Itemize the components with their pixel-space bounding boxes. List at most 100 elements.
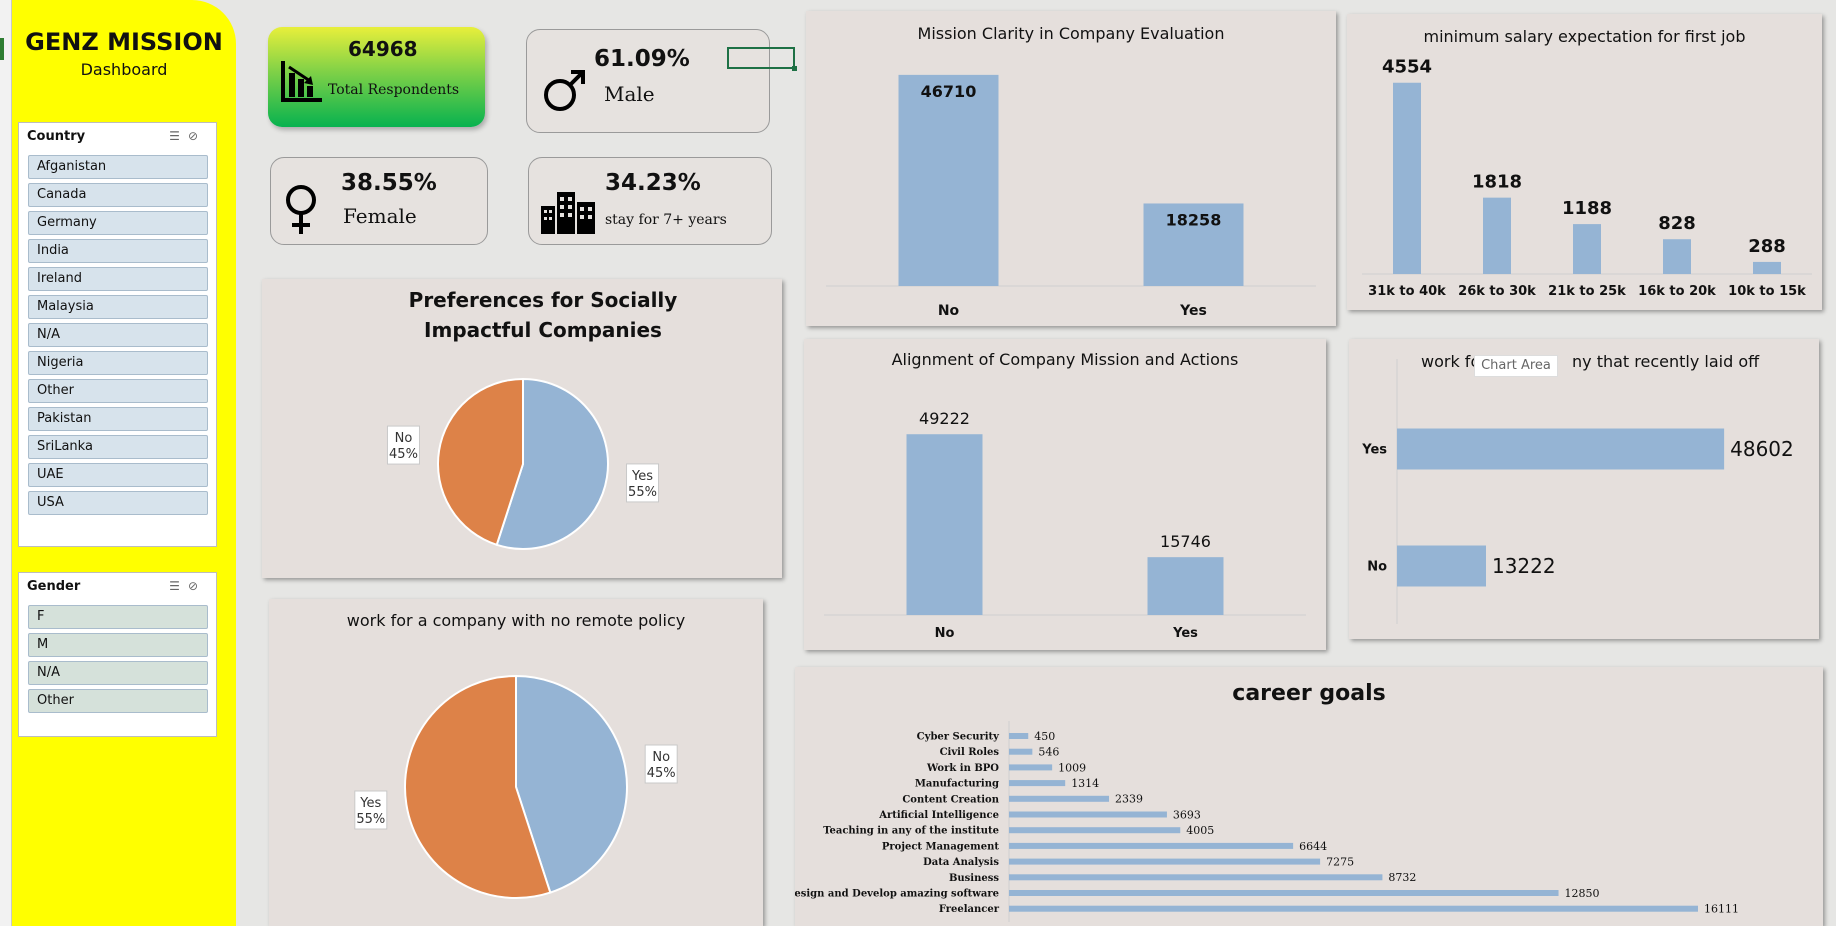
bar <box>1009 858 1321 865</box>
chart-remote-title: work for a company with no remote policy <box>346 611 686 630</box>
bar <box>898 74 999 286</box>
kpi-female-value: 38.55% <box>341 170 437 196</box>
country-slicer-header: Country <box>27 129 86 144</box>
brand-title: GENZ MISSION <box>25 28 223 56</box>
country-slicer-item[interactable]: UAE <box>28 463 208 487</box>
category-label: Artificial Intelligence <box>878 810 999 821</box>
chart-layoff-title-right: ny that recently laid off <box>1572 352 1760 371</box>
bar <box>1009 827 1181 834</box>
chart-mission-clarity-title: Mission Clarity in Company Evaluation <box>917 24 1225 43</box>
data-label: 450 <box>1034 730 1055 743</box>
chart-salary-expectation[interactable]: minimum salary expectation for first job… <box>1347 14 1822 310</box>
data-label: 8732 <box>1388 871 1416 884</box>
kpi-respondents-value: 64968 <box>348 37 418 61</box>
country-slicer-item[interactable]: Malaysia <box>28 295 208 319</box>
buildings-icon <box>541 192 595 234</box>
pie-label-value: 55% <box>628 485 657 500</box>
country-slicer-item[interactable]: Nigeria <box>28 351 208 375</box>
chart-remote-policy[interactable]: work for a company with no remote policy… <box>269 599 763 926</box>
pie-label-box <box>644 744 678 784</box>
sheet-left-edge <box>0 0 12 926</box>
data-label: 49222 <box>919 409 970 428</box>
pie-slice <box>404 674 552 899</box>
bar <box>1143 203 1244 286</box>
clear-filter-icon[interactable]: ⊘ <box>187 129 206 143</box>
bar <box>1009 780 1066 787</box>
slicer-controls[interactable]: ☰⊘ <box>169 129 206 143</box>
multi-select-icon[interactable]: ☰ <box>169 579 188 593</box>
sheet-row-marker <box>0 38 4 60</box>
bar <box>1573 224 1601 274</box>
category-label: No <box>938 303 960 319</box>
brand-subtitle: Dashboard <box>80 60 168 79</box>
category-label: Content Creation <box>902 794 999 805</box>
bar <box>1009 764 1053 771</box>
chart-alignment-title: Alignment of Company Mission and Actions <box>891 350 1239 369</box>
multi-select-icon[interactable]: ☰ <box>169 129 188 143</box>
category-label: Data Analysis <box>923 857 999 868</box>
chart-mission-clarity[interactable]: Mission Clarity in Company Evaluation 46… <box>806 11 1336 326</box>
category-label: Work in BPO <box>926 763 999 774</box>
clear-filter-icon[interactable]: ⊘ <box>187 579 206 593</box>
category-label: 16k to 20k <box>1638 284 1716 299</box>
category-label: 26k to 30k <box>1458 284 1536 299</box>
chart-area-tooltip: Chart Area <box>1474 355 1558 377</box>
bar <box>1009 748 1033 755</box>
bar <box>1663 239 1691 274</box>
category-label: Civil Roles <box>940 747 1000 758</box>
category-label: Business <box>949 873 999 884</box>
pie-label-name: Yes <box>631 469 653 484</box>
data-label: 1818 <box>1472 172 1522 193</box>
kpi-stay: 34.23% stay for 7+ years <box>528 157 772 245</box>
pie-label-name: No <box>395 431 413 446</box>
country-slicer: Country ☰⊘ Afganistan Canada Germany India I… <box>18 122 217 547</box>
country-slicer-item[interactable]: Germany <box>28 211 208 235</box>
country-slicer-item[interactable]: N/A <box>28 323 208 347</box>
gender-slicer-item[interactable]: M <box>28 633 208 657</box>
bar <box>1009 890 1559 896</box>
data-label: 18258 <box>1166 210 1222 229</box>
chart-layoff[interactable]: work fo ny that recently laid off 48602 Y… <box>1349 339 1819 639</box>
chart-layoff-plot: 48602 Yes 13222 No <box>1361 359 1794 624</box>
country-slicer-item[interactable]: India <box>28 239 208 263</box>
data-label: 288 <box>1748 236 1786 257</box>
data-label: 546 <box>1038 746 1059 759</box>
category-label: Cyber Security <box>917 732 1001 743</box>
data-label: 1009 <box>1058 761 1086 774</box>
country-slicer-item[interactable]: SriLanka <box>28 435 208 459</box>
data-label: 1314 <box>1071 777 1099 790</box>
country-slicer-item[interactable]: Other <box>28 379 208 403</box>
category-label: No <box>935 626 955 641</box>
country-slicer-item[interactable]: USA <box>28 491 208 515</box>
slicer-controls[interactable]: ☰⊘ <box>169 579 206 593</box>
pie-label-value: 45% <box>647 766 676 781</box>
country-slicer-item[interactable]: Ireland <box>28 267 208 291</box>
chart-alignment[interactable]: Alignment of Company Mission and Actions… <box>804 339 1326 650</box>
pie-slice <box>515 674 628 894</box>
bar <box>906 434 983 615</box>
pie-label-name: No <box>652 750 670 765</box>
country-slicer-item[interactable]: Pakistan <box>28 407 208 431</box>
data-label: 12850 <box>1565 887 1600 900</box>
chart-career-goals[interactable]: career goals 450 Cyber Security 546 Civil R… <box>795 667 1823 926</box>
data-label: 828 <box>1658 213 1696 234</box>
country-slicer-item[interactable]: Canada <box>28 183 208 207</box>
gender-slicer-item[interactable]: F <box>28 605 208 629</box>
pie-label-box <box>386 425 420 465</box>
country-slicer-item[interactable]: Afganistan <box>28 155 208 179</box>
male-symbol-icon <box>544 70 585 111</box>
gender-slicer-item[interactable]: N/A <box>28 661 208 685</box>
data-label: 48602 <box>1730 437 1794 461</box>
category-label: No <box>1367 560 1387 575</box>
category-label: Manufacturing <box>915 779 999 790</box>
bar <box>1009 874 1383 881</box>
chart-social-impact[interactable]: Preferences for Socially Impactful Compa… <box>262 279 782 578</box>
selected-cell[interactable] <box>727 47 797 71</box>
data-label: 13222 <box>1492 554 1556 578</box>
bar <box>1147 557 1224 615</box>
gender-slicer-item[interactable]: Other <box>28 689 208 713</box>
chart-alignment-plot: 49222 No 15746 Yes <box>824 409 1306 641</box>
pie-label-name: Yes <box>359 796 381 811</box>
